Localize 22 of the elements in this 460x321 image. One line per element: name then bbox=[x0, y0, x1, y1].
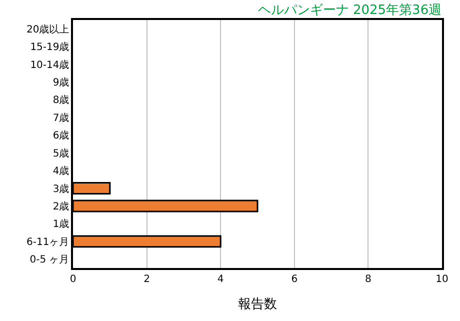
x-tick-label: 10 bbox=[436, 274, 448, 285]
y-tick-label: 2歳 bbox=[52, 200, 70, 212]
y-tick-label: 10-14歳 bbox=[30, 58, 70, 71]
y-tick-label: 9歳 bbox=[52, 76, 70, 88]
y-tick-label: 7歳 bbox=[52, 112, 70, 124]
y-tick-label: 6歳 bbox=[52, 130, 70, 142]
x-tick-label: 6 bbox=[291, 274, 298, 285]
y-tick-label: 15-19歳 bbox=[30, 41, 70, 54]
x-tick-label: 2 bbox=[144, 274, 150, 285]
y-tick-label: 8歳 bbox=[52, 94, 70, 106]
x-axis-title: 報告数 bbox=[238, 296, 277, 312]
y-tick-label: 20歳以上 bbox=[26, 23, 70, 36]
x-tick-label: 8 bbox=[365, 274, 372, 285]
x-tick-label: 4 bbox=[217, 274, 224, 285]
y-tick-label: 0-5 ヶ月 bbox=[30, 254, 70, 266]
y-tick-label: 6-11ヶ月 bbox=[26, 236, 70, 248]
x-tick-label: 0 bbox=[70, 274, 76, 285]
y-tick-label: 4歳 bbox=[52, 165, 70, 178]
y-tick-label: 3歳 bbox=[52, 182, 70, 195]
y-tick-label: 1歳 bbox=[52, 218, 70, 230]
y-tick-label: 5歳 bbox=[52, 147, 70, 160]
chart-title: ヘルパンギーナ 2025年第36週 bbox=[258, 2, 442, 18]
